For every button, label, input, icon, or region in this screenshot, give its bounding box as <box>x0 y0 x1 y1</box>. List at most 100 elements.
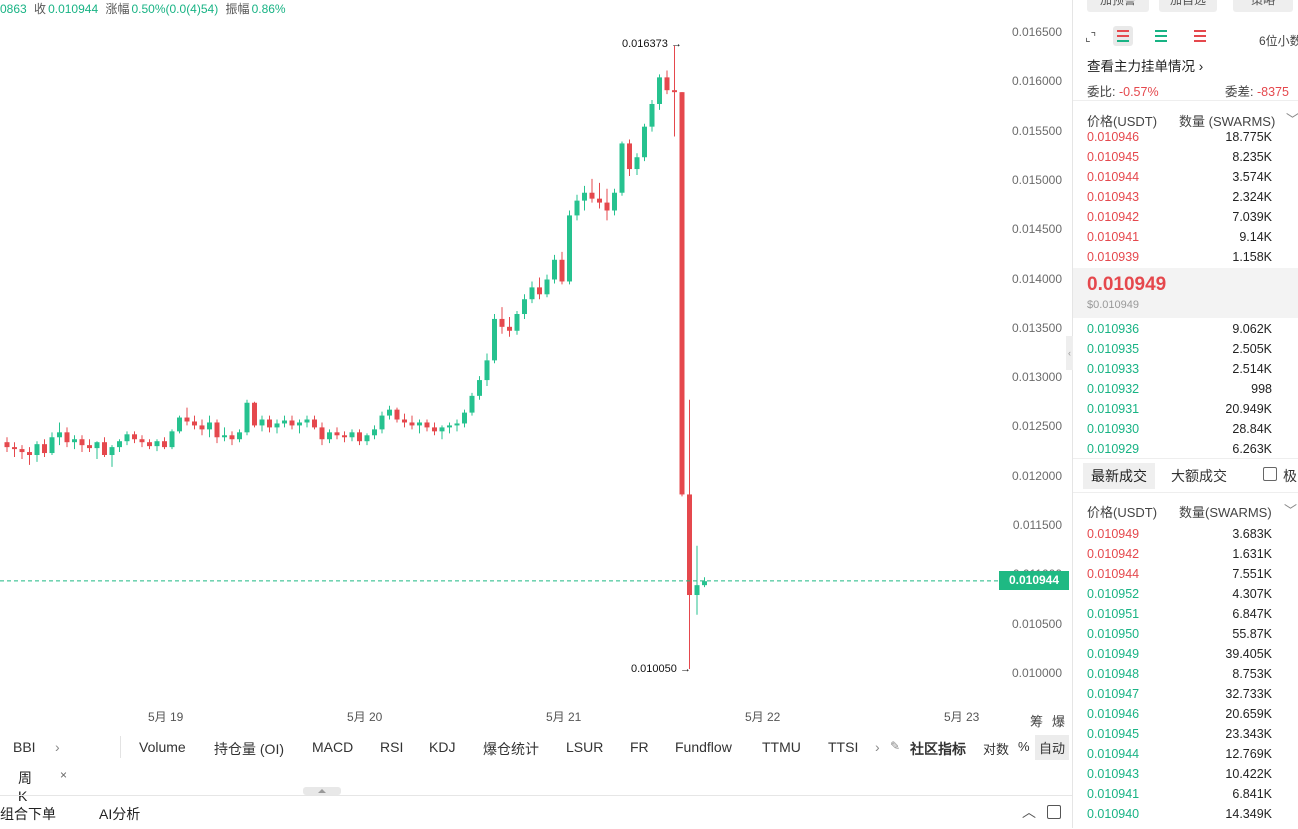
candle-body[interactable] <box>12 447 17 450</box>
candle-body[interactable] <box>469 395 475 413</box>
candle-body[interactable] <box>514 314 520 331</box>
candle-body[interactable] <box>109 447 115 456</box>
candle-body[interactable] <box>57 432 62 438</box>
trade-row[interactable]: 0.010950 55.87K <box>1087 627 1272 647</box>
trade-row[interactable]: 0.010945 23.343K <box>1087 727 1272 747</box>
candle-body[interactable] <box>274 423 280 428</box>
trade-row[interactable]: 0.010951 6.847K <box>1087 607 1272 627</box>
candle-body[interactable] <box>229 435 235 440</box>
bid-row[interactable]: 0.010932 998 <box>1087 382 1272 402</box>
tab-ttsi[interactable]: TTSI <box>828 739 859 755</box>
ask-row[interactable]: 0.010939 1.158K <box>1087 250 1272 270</box>
bid-row[interactable]: 0.010931 20.949K <box>1087 402 1272 422</box>
candle-body[interactable] <box>184 417 190 422</box>
tab-volume[interactable]: Volume <box>139 739 186 755</box>
candle-body[interactable] <box>72 439 77 443</box>
chevron-right-icon[interactable]: › <box>55 739 60 755</box>
liquidation-button[interactable]: 爆 <box>1052 714 1066 729</box>
candle-body[interactable] <box>139 439 145 443</box>
trade-row[interactable]: 0.010942 1.631K <box>1087 547 1272 567</box>
tab-fr[interactable]: FR <box>630 739 649 755</box>
candle-body[interactable] <box>154 441 160 447</box>
candlestick-chart[interactable] <box>0 0 1072 705</box>
candle-body[interactable] <box>4 442 10 448</box>
candle-body[interactable] <box>27 452 32 456</box>
candle-body[interactable] <box>319 427 325 440</box>
candle-body[interactable] <box>499 318 505 327</box>
candle-body[interactable] <box>334 432 340 436</box>
candle-body[interactable] <box>664 77 670 91</box>
tab-kdj[interactable]: KDJ <box>429 739 456 755</box>
trade-row[interactable]: 0.010952 4.307K <box>1087 587 1272 607</box>
ask-row[interactable]: 0.010945 8.235K <box>1087 150 1272 170</box>
candle-body[interactable] <box>417 422 422 426</box>
tab-lsur[interactable]: LSUR <box>566 739 604 755</box>
resize-handle[interactable] <box>303 787 341 795</box>
chevron-down-icon[interactable]: ﹀ <box>1286 112 1298 127</box>
candle-body[interactable] <box>64 432 70 443</box>
candle-body[interactable] <box>559 259 565 282</box>
trade-row[interactable]: 0.010944 12.769K <box>1087 747 1272 767</box>
tab-bbi[interactable]: BBI <box>13 739 36 755</box>
tab-ttmu[interactable]: TTMU <box>762 739 801 755</box>
candle-body[interactable] <box>42 444 47 454</box>
candle-body[interactable] <box>244 402 250 433</box>
trade-row[interactable]: 0.010941 6.841K <box>1087 787 1272 807</box>
candle-body[interactable] <box>702 581 707 586</box>
candle-body[interactable] <box>529 287 535 300</box>
candle-body[interactable] <box>132 434 137 440</box>
candle-body[interactable] <box>117 441 122 448</box>
candle-body[interactable] <box>552 259 557 280</box>
candle-body[interactable] <box>439 427 445 432</box>
candle-body[interactable] <box>214 422 220 438</box>
candle-body[interactable] <box>679 92 685 495</box>
ask-row[interactable]: 0.010941 9.14K <box>1087 230 1272 250</box>
candle-body[interactable] <box>402 419 407 423</box>
bid-row[interactable]: 0.010933 2.514K <box>1087 362 1272 382</box>
candle-body[interactable] <box>672 90 677 93</box>
candle-body[interactable] <box>357 432 362 442</box>
candle-body[interactable] <box>282 420 287 424</box>
candle-body[interactable] <box>634 157 640 170</box>
checkbox[interactable] <box>1263 467 1277 481</box>
tab-combo-order[interactable]: 组合下单 <box>0 806 56 822</box>
layout-both-icon[interactable] <box>1113 26 1133 46</box>
trade-row[interactable]: 0.010940 14.349K <box>1087 807 1272 827</box>
tab-liquidation[interactable]: 爆仓统计 <box>483 741 539 757</box>
candle-body[interactable] <box>199 425 205 430</box>
candle-body[interactable] <box>522 299 527 315</box>
edit-icon[interactable]: ✎ <box>890 739 901 753</box>
candle-body[interactable] <box>544 279 550 295</box>
chevron-down-icon[interactable]: ﹀ <box>1284 503 1298 518</box>
trade-row[interactable]: 0.010946 20.659K <box>1087 707 1272 727</box>
bid-row[interactable]: 0.010936 9.062K <box>1087 322 1272 342</box>
candle-body[interactable] <box>642 126 647 158</box>
candle-body[interactable] <box>87 445 92 449</box>
candle-body[interactable] <box>372 429 377 436</box>
trade-row[interactable]: 0.010943 10.422K <box>1087 767 1272 787</box>
ask-row[interactable]: 0.010943 2.324K <box>1087 190 1272 210</box>
tab-ai-analysis[interactable]: AI分析 <box>99 806 141 822</box>
candle-body[interactable] <box>657 77 662 104</box>
tab-fundflow[interactable]: Fundflow <box>675 739 732 755</box>
candle-body[interactable] <box>627 143 632 170</box>
candle-body[interactable] <box>649 103 655 127</box>
chip-distribution-button[interactable]: 筹 <box>1030 714 1044 729</box>
candle-body[interactable] <box>454 423 460 426</box>
candle-body[interactable] <box>34 444 40 456</box>
trade-row[interactable]: 0.010944 7.551K <box>1087 567 1272 587</box>
candle-body[interactable] <box>597 198 602 203</box>
precision-select[interactable]: 6位小数 <box>1259 34 1298 48</box>
candle-body[interactable] <box>582 192 587 201</box>
tab-large-trades[interactable]: 大额成交 <box>1171 468 1227 484</box>
trade-row[interactable]: 0.010947 32.733K <box>1087 687 1272 707</box>
log-scale-toggle[interactable]: 对数 <box>983 742 1010 757</box>
candle-body[interactable] <box>102 442 107 456</box>
period-label[interactable]: 周K <box>18 770 32 804</box>
candle-body[interactable] <box>289 420 295 426</box>
candle-body[interactable] <box>19 449 25 453</box>
ask-row[interactable]: 0.010944 3.574K <box>1087 170 1272 190</box>
candle-body[interactable] <box>567 215 572 282</box>
candle-body[interactable] <box>237 432 242 440</box>
candle-body[interactable] <box>169 431 175 448</box>
